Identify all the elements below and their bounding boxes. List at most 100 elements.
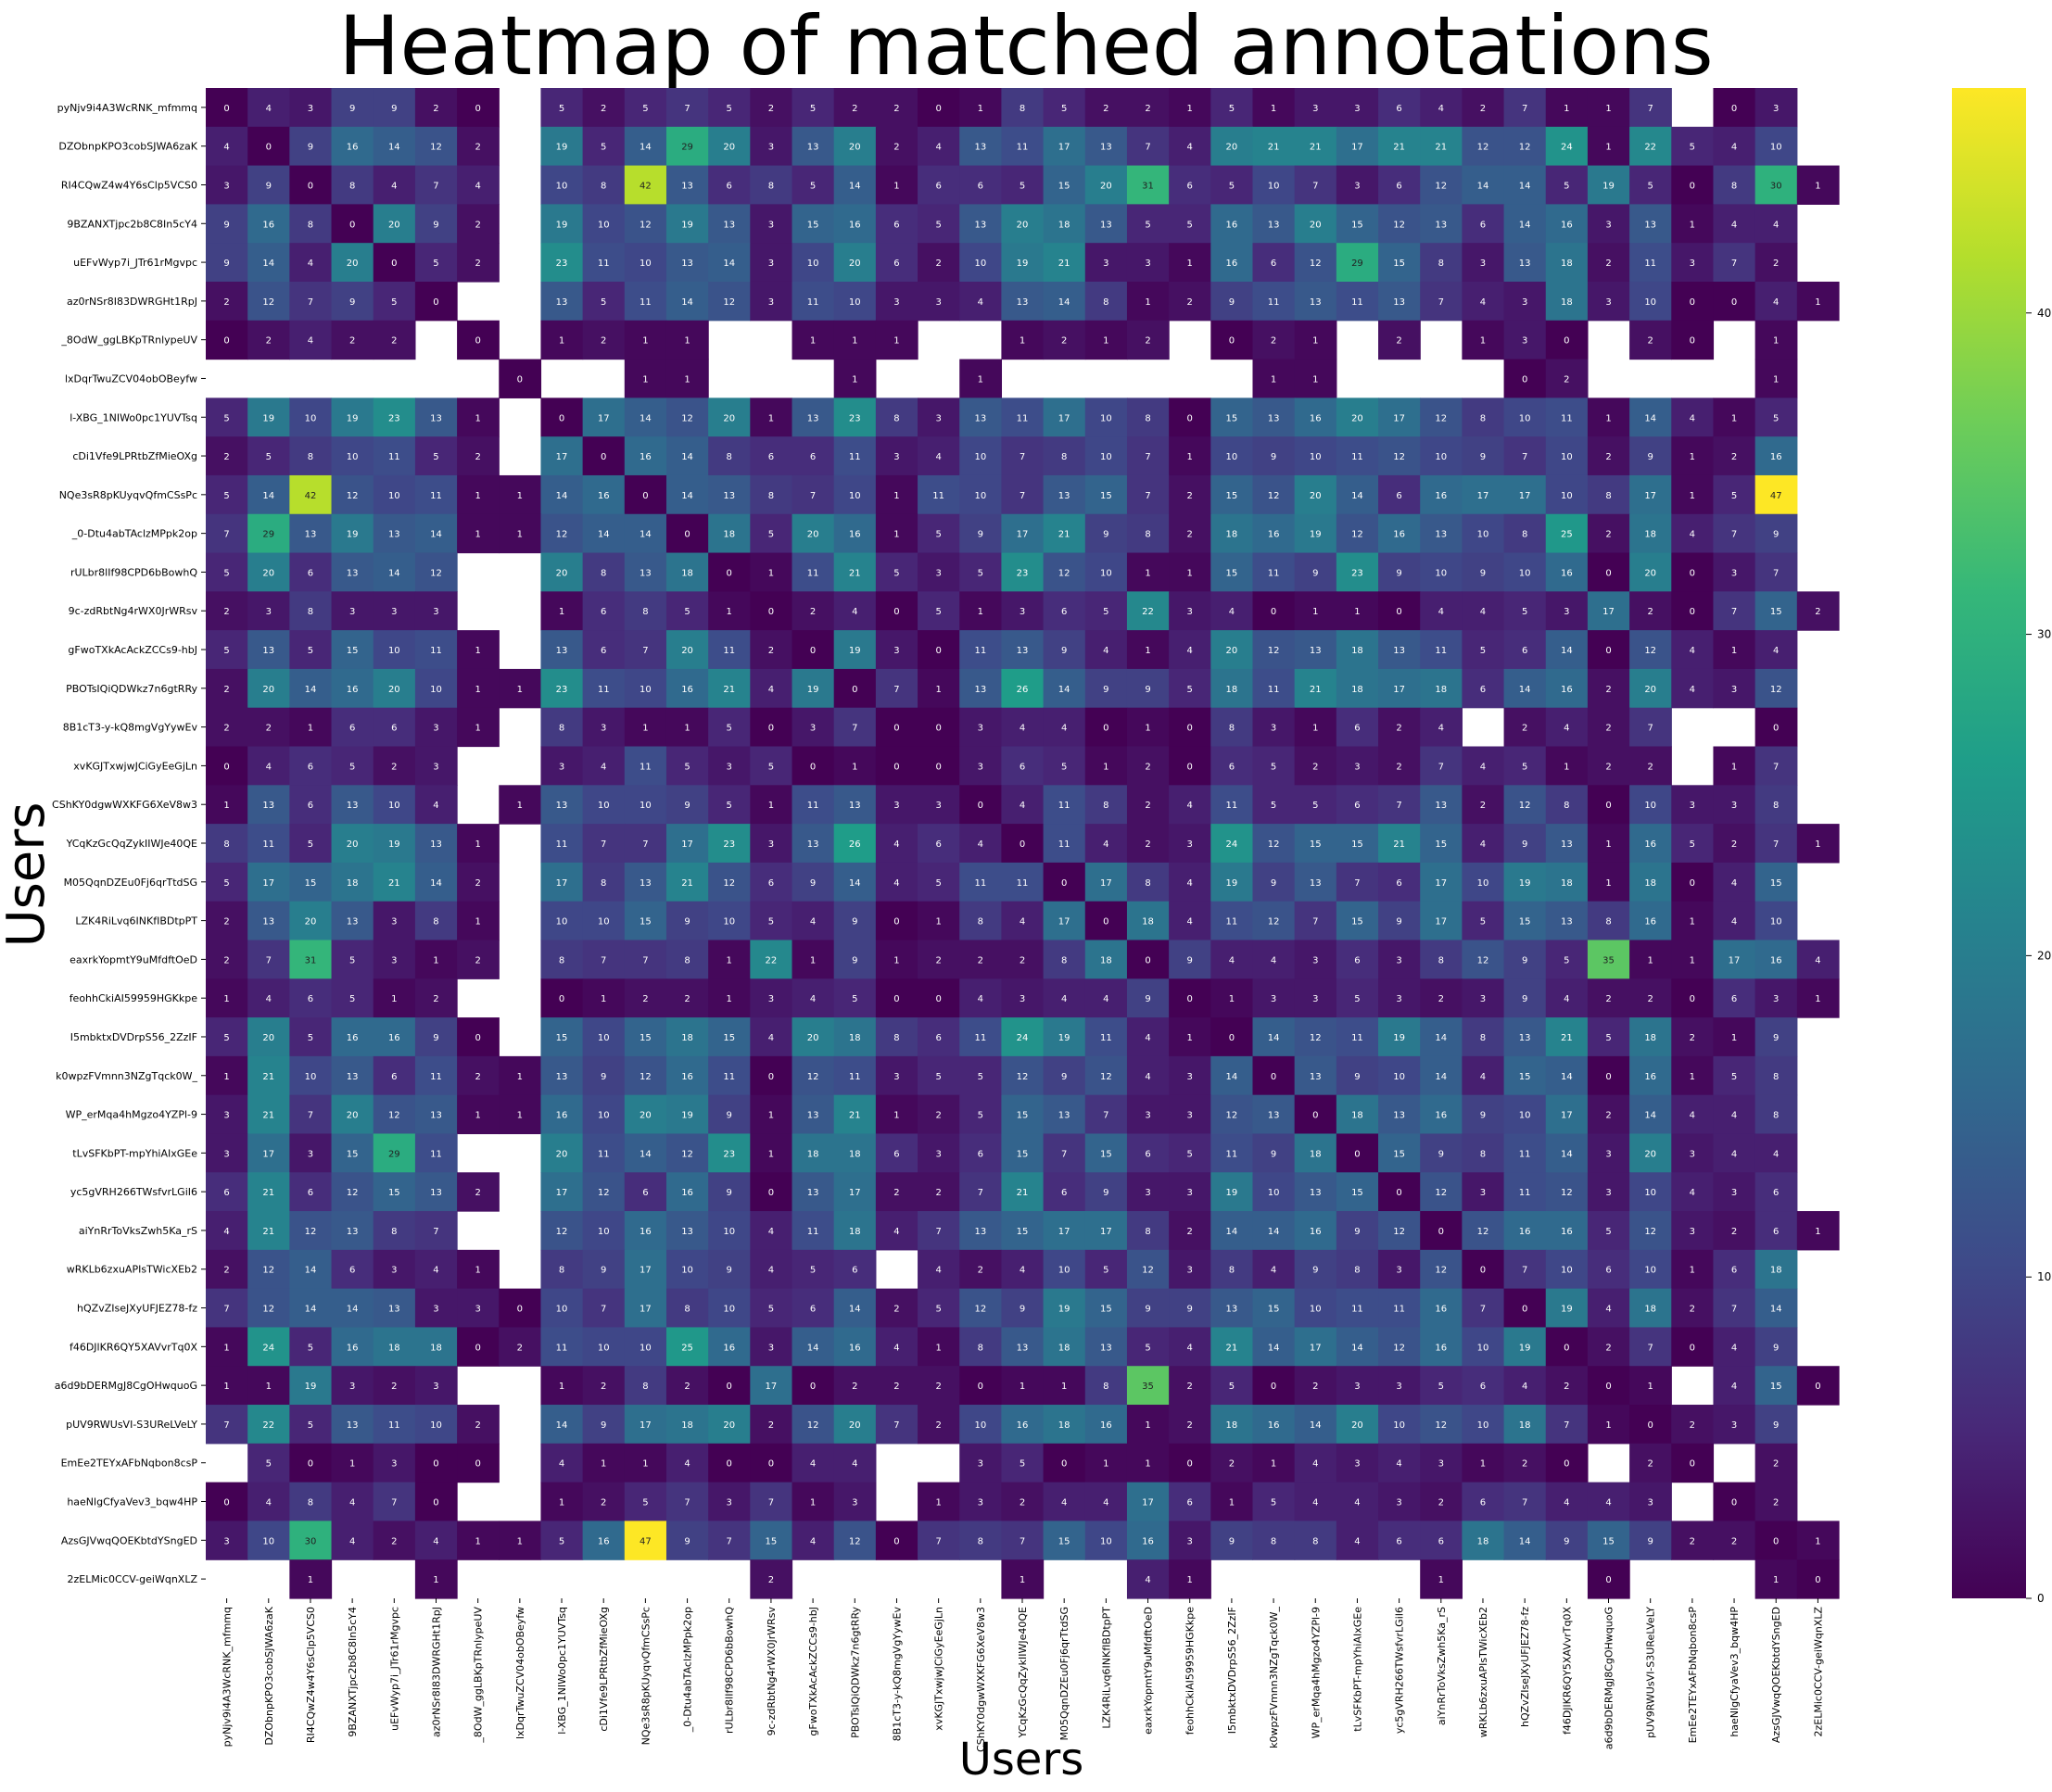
heatmap-cell	[1754, 513, 1798, 554]
heatmap-cell	[1252, 88, 1296, 128]
cell-value: 24	[262, 1343, 274, 1353]
cell-value: 4	[1690, 1188, 1695, 1198]
heatmap-cell	[1420, 436, 1463, 476]
heatmap-cell	[373, 707, 416, 748]
heatmap-cell	[918, 707, 960, 748]
cell-value: 2	[1648, 607, 1653, 617]
cell-value: 1	[1605, 104, 1611, 114]
cell-value: 2	[893, 1188, 899, 1198]
cell-value: 15	[1226, 568, 1238, 578]
cell-value: 21	[1310, 143, 1322, 153]
heatmap-cell	[875, 243, 918, 283]
heatmap-cell	[331, 901, 374, 941]
cell-value: 10	[1644, 297, 1656, 308]
cell-value: 11	[1351, 297, 1363, 308]
heatmap-cell	[1587, 281, 1630, 322]
cell-value: 1	[1731, 1033, 1737, 1043]
cell-value: 9	[1187, 955, 1193, 965]
cell-value: 3	[1731, 1420, 1737, 1431]
cell-value: 7	[1564, 1420, 1569, 1431]
cell-value: 1	[475, 917, 480, 928]
cell-value: 14	[305, 1305, 317, 1315]
heatmap-cell	[750, 126, 793, 167]
cell-value: 16	[1226, 220, 1238, 230]
cell-value: 9	[1773, 1343, 1779, 1353]
heatmap-cell	[1713, 668, 1756, 709]
cell-value: 3	[391, 607, 397, 617]
heatmap-cell	[1545, 281, 1589, 322]
cell-value: 16	[1644, 917, 1656, 928]
heatmap-cell	[959, 591, 1003, 631]
cell-value: 5	[1187, 220, 1193, 230]
cell-value: 13	[556, 297, 568, 308]
cell-value: 1	[223, 1343, 229, 1353]
heatmap-cell	[833, 320, 877, 360]
cell-value: 13	[681, 259, 693, 269]
heatmap-cell	[1336, 165, 1379, 205]
heatmap-cell	[1043, 862, 1086, 902]
cell-value: 2	[768, 646, 774, 656]
cell-value: 12	[305, 1227, 317, 1237]
heatmap-cell	[1169, 204, 1211, 244]
heatmap-cell	[1001, 668, 1045, 709]
cell-value: 5	[1229, 104, 1235, 114]
cell-value: 5	[308, 1343, 313, 1353]
heatmap-cell	[1169, 243, 1211, 283]
cell-value: 0	[768, 1188, 774, 1198]
heatmap-cell	[1084, 320, 1128, 360]
cell-value: 9	[349, 297, 355, 308]
heatmap-cell	[206, 126, 248, 167]
cell-value: 21	[262, 1188, 274, 1198]
cell-value: 10	[640, 1343, 652, 1353]
cell-value: 0	[1605, 1072, 1611, 1082]
cell-value: 2	[223, 917, 229, 928]
cell-value: 9	[1522, 955, 1527, 965]
cell-value: 19	[1226, 878, 1238, 889]
cell-value: 5	[1020, 1459, 1025, 1470]
cell-value: 8	[1020, 104, 1025, 114]
heatmap-cell	[708, 707, 751, 748]
cell-value: 10	[1770, 917, 1782, 928]
cell-value: 4	[1731, 220, 1737, 230]
cell-value: 6	[810, 1305, 816, 1315]
heatmap-cell	[875, 862, 918, 902]
x-tick-label: _0-Dtu4abTAclzMPpk2op	[682, 1607, 694, 1733]
cell-value: 15	[1351, 917, 1363, 928]
cell-value: 1	[1648, 955, 1653, 965]
cell-value: 17	[1351, 143, 1363, 153]
heatmap-cell	[247, 126, 290, 167]
cell-value: 11	[1268, 568, 1280, 578]
heatmap-cell	[1378, 862, 1421, 902]
heatmap-cell	[708, 552, 751, 592]
heatmap-cell	[414, 901, 458, 941]
cell-value: 23	[723, 839, 735, 850]
heatmap-cell	[331, 165, 374, 205]
cell-value: 1	[642, 374, 648, 385]
heatmap-cell	[1713, 785, 1756, 825]
cell-value: 3	[1103, 259, 1108, 269]
cell-value: 1	[1020, 1382, 1025, 1392]
cell-value: 9	[1480, 1111, 1486, 1121]
cell-value: 12	[262, 297, 274, 308]
cell-value: 3	[433, 1305, 438, 1315]
heatmap-cell	[1462, 591, 1505, 631]
heatmap-cell	[624, 591, 667, 631]
cell-value: 9	[1522, 839, 1527, 850]
heatmap-cell	[1796, 165, 1840, 205]
heatmap-cell	[1294, 88, 1337, 128]
cell-value: 1	[1605, 878, 1611, 889]
cell-value: 12	[262, 1266, 274, 1276]
cell-value: 2	[1480, 801, 1486, 811]
cell-value: 1	[475, 646, 480, 656]
heatmap-cell	[206, 398, 248, 437]
cell-value: 18	[1142, 917, 1154, 928]
heatmap-cell	[1336, 243, 1379, 283]
heatmap-cell	[792, 513, 835, 554]
heatmap-cell	[1336, 630, 1379, 670]
cell-value: 12	[1435, 1420, 1447, 1431]
heatmap-cell	[1587, 204, 1630, 244]
heatmap-cell	[665, 359, 709, 398]
cell-value: 11	[598, 259, 610, 269]
cell-value: 11	[640, 297, 652, 308]
cell-value: 0	[1731, 297, 1737, 308]
